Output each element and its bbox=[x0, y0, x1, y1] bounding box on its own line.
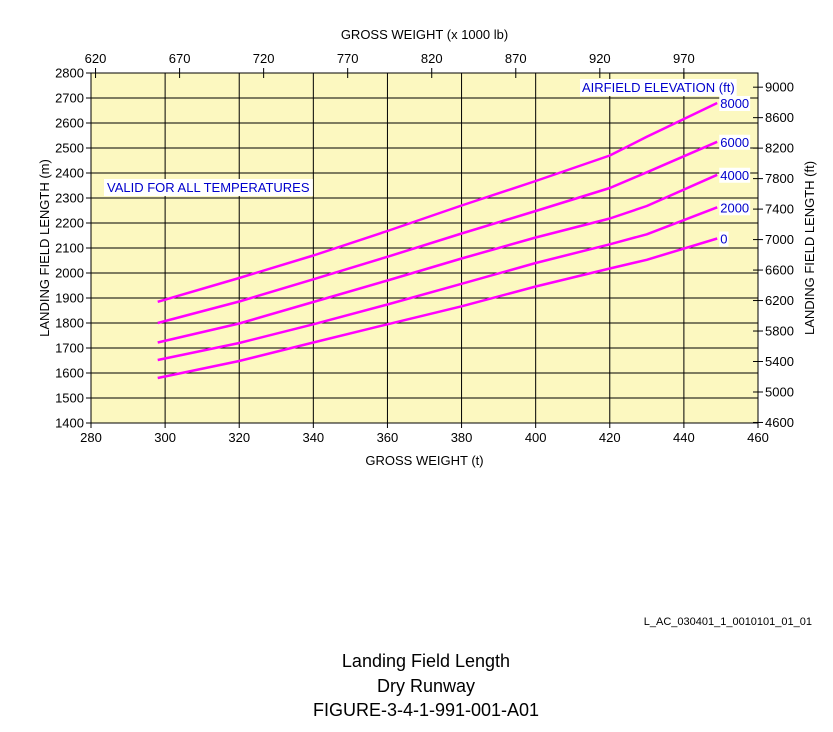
y-tick-label-2300: 2300 bbox=[55, 191, 84, 206]
caption-title: Landing Field Length bbox=[341, 651, 511, 671]
x-axis-title: GROSS WEIGHT (t) bbox=[365, 453, 483, 468]
x-tick-label-320: 320 bbox=[228, 430, 250, 445]
x2-axis-title: GROSS WEIGHT (x 1000 lb) bbox=[341, 27, 508, 42]
y2-tick-label-8200: 8200 bbox=[765, 141, 794, 156]
curve-elev-0 bbox=[157, 237, 718, 380]
y2-tick-label-7400: 7400 bbox=[765, 202, 794, 217]
y2-tick-label-8600: 8600 bbox=[765, 110, 794, 125]
curve-label-8000: 8000 bbox=[720, 96, 749, 111]
x-tick-label-440: 440 bbox=[673, 430, 695, 445]
y-tick-label-1800: 1800 bbox=[55, 316, 84, 331]
landing-field-length-chart: 280 300 320 340 360 380 400 420 440 460 1400 1500 16… bbox=[37, 27, 817, 468]
curve-elev-2000 bbox=[157, 206, 718, 362]
x2-tick-label-720: 720 bbox=[253, 51, 275, 66]
x-tick-label-360: 360 bbox=[377, 430, 399, 445]
y2-tick-label-7000: 7000 bbox=[765, 232, 794, 247]
axis-labels: GROSS WEIGHT (t) GROSS WEIGHT (x 1000 lb… bbox=[37, 27, 817, 468]
grid-lines bbox=[91, 73, 758, 423]
x-tick-label-280: 280 bbox=[80, 430, 102, 445]
y2-tick-label-4600: 4600 bbox=[765, 415, 794, 430]
x2-tick-label-970: 970 bbox=[673, 51, 695, 66]
annotation-text: VALID FOR ALL TEMPERATURES bbox=[107, 180, 310, 195]
caption-subtitle: Dry Runway bbox=[376, 676, 476, 696]
x2-tick-label-820: 820 bbox=[421, 51, 443, 66]
y2-tick-label-5000: 5000 bbox=[765, 384, 794, 399]
y-tick-label-1400: 1400 bbox=[55, 416, 84, 431]
figure-reference: L_AC_030401_1_0010101_01_01 bbox=[643, 616, 812, 628]
curve-label-bg-0 bbox=[719, 231, 729, 247]
axis-ticks: 280 300 320 340 360 380 400 420 440 460 1400 1500 16… bbox=[55, 51, 794, 445]
curve-label-2000: 2000 bbox=[720, 200, 749, 215]
x2-tick-label-920: 920 bbox=[589, 51, 611, 66]
y2-tick-label-9000: 9000 bbox=[765, 80, 794, 95]
curve-label-bg-6000 bbox=[719, 134, 751, 150]
legend-title: AIRFIELD ELEVATION (ft) bbox=[582, 80, 735, 95]
x2-tick-label-620: 620 bbox=[85, 51, 107, 66]
y-axis-title: LANDING FIELD LENGTH (m) bbox=[37, 159, 52, 337]
y2-axis-title: LANDING FIELD LENGTH (ft) bbox=[802, 161, 817, 335]
curve-label-bg-8000 bbox=[719, 96, 751, 111]
annotation-bg bbox=[104, 179, 313, 196]
y2-tick-label-6200: 6200 bbox=[765, 293, 794, 308]
curve-label-6000: 6000 bbox=[720, 135, 749, 150]
curve-label-bg-4000 bbox=[719, 167, 751, 183]
x-tick-label-340: 340 bbox=[302, 430, 324, 445]
caption-figure-id: FIGURE-3-4-1-991-001-A01 bbox=[312, 700, 540, 720]
legend-title-bg bbox=[580, 79, 737, 96]
y-tick-label-2400: 2400 bbox=[55, 166, 84, 181]
y2-tick-label-7800: 7800 bbox=[765, 171, 794, 186]
curve-label-0: 0 bbox=[720, 232, 727, 247]
x2-tick-label-870: 870 bbox=[505, 51, 527, 66]
y-tick-label-2100: 2100 bbox=[55, 241, 84, 256]
y-tick-label-1600: 1600 bbox=[55, 366, 84, 381]
x-tick-label-380: 380 bbox=[451, 430, 473, 445]
curve-elev-6000 bbox=[157, 140, 718, 325]
x2-tick-label-670: 670 bbox=[169, 51, 191, 66]
y-tick-label-2800: 2800 bbox=[55, 66, 84, 81]
y-tick-label-1700: 1700 bbox=[55, 341, 84, 356]
x-tick-label-400: 400 bbox=[525, 430, 547, 445]
x-tick-label-300: 300 bbox=[154, 430, 176, 445]
x-tick-label-420: 420 bbox=[599, 430, 621, 445]
curve-elev-8000 bbox=[157, 101, 718, 303]
y-tick-label-2200: 2200 bbox=[55, 216, 84, 231]
curve-elev-4000 bbox=[157, 173, 718, 344]
y-tick-label-2500: 2500 bbox=[55, 141, 84, 156]
y2-tick-label-5800: 5800 bbox=[765, 324, 794, 339]
curve-label-bg-2000 bbox=[719, 200, 751, 216]
y-tick-label-2700: 2700 bbox=[55, 91, 84, 106]
x2-tick-label-770: 770 bbox=[337, 51, 359, 66]
y-tick-label-2600: 2600 bbox=[55, 116, 84, 131]
x-tick-label-460: 460 bbox=[747, 430, 769, 445]
curve-label-4000: 4000 bbox=[720, 168, 749, 183]
y-tick-label-1500: 1500 bbox=[55, 391, 84, 406]
elevation-curves: 0 2000 4000 6000 8000 bbox=[157, 96, 751, 380]
y-tick-label-2000: 2000 bbox=[55, 266, 84, 281]
y2-tick-label-6600: 6600 bbox=[765, 263, 794, 278]
y2-tick-label-5400: 5400 bbox=[765, 354, 794, 369]
y-tick-label-1900: 1900 bbox=[55, 291, 84, 306]
